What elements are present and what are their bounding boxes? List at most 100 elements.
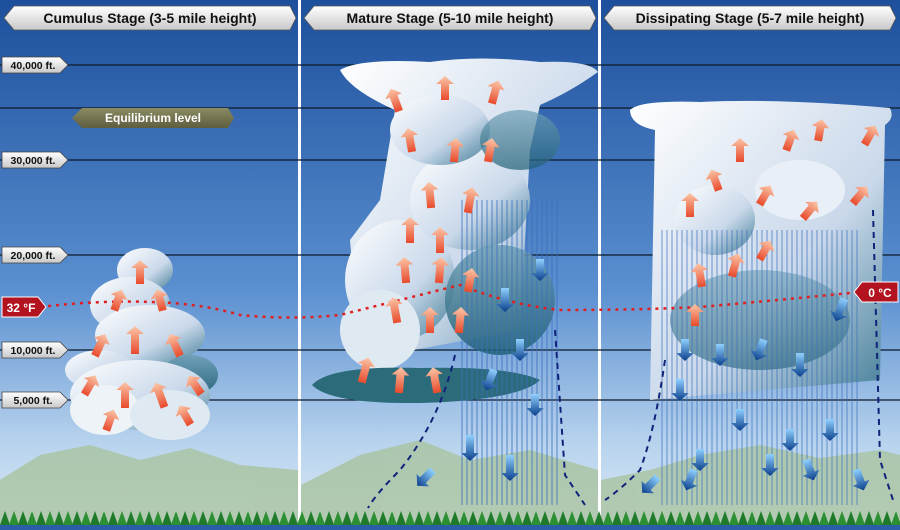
updraft-arrow — [420, 182, 439, 209]
downdraft-arrow — [821, 419, 839, 441]
updraft-arrow — [395, 257, 414, 284]
updraft-arrow — [401, 217, 419, 243]
updraft-arrow — [81, 375, 100, 397]
downdraft-arrow — [791, 353, 809, 377]
cumulus-stage-title: Cumulus Stage (3-5 mile height) — [43, 10, 256, 26]
altitude-label: 5,000 ft. — [13, 395, 52, 407]
updraft-arrow — [425, 367, 443, 394]
downdraft-arrow — [526, 394, 544, 416]
updraft-arrow — [150, 382, 169, 409]
updraft-arrow — [400, 128, 418, 153]
downdraft-arrow — [761, 454, 779, 476]
dissipating-cloud — [630, 100, 892, 505]
downdraft-arrow — [680, 468, 698, 491]
updraft-arrow — [811, 119, 830, 142]
freezing-fahrenheit-tag: 32 °F — [1, 296, 47, 318]
mature-stage-title: Mature Stage (5-10 mile height) — [347, 10, 554, 26]
altitude-tag: 20,000 ft. — [1, 246, 69, 264]
downdraft-arrow — [711, 344, 729, 366]
updraft-arrow — [861, 125, 880, 147]
downdraft-arrow — [416, 467, 436, 487]
altitude-tag: 40,000 ft. — [1, 56, 69, 74]
updraft-arrow — [186, 375, 205, 397]
updraft-arrow — [391, 367, 410, 394]
equilibrium-label: Equilibrium level — [105, 111, 201, 125]
downdraft-arrow — [731, 409, 749, 431]
downdraft-arrow — [511, 339, 529, 361]
tree-line — [0, 511, 900, 525]
updraft-arrow — [681, 193, 699, 217]
updraft-arrow — [436, 76, 454, 100]
downdraft-arrow — [691, 449, 709, 471]
equilibrium-level-tag: Equilibrium level — [72, 108, 234, 128]
downdraft-arrow — [501, 455, 519, 481]
downdraft-arrow — [671, 379, 689, 401]
cumulus-cloud — [65, 248, 218, 440]
updraft-arrow — [462, 268, 480, 293]
downdraft-arrow — [641, 474, 661, 494]
updraft-arrow — [126, 326, 144, 354]
altitude-label: 30,000 ft. — [11, 155, 56, 167]
updraft-arrow — [150, 289, 168, 312]
freezing-celsius-tag: 0 °C — [853, 281, 899, 303]
downdraft-arrow — [531, 259, 549, 281]
updraft-arrow — [175, 405, 194, 427]
updraft-arrow — [110, 289, 128, 312]
downdraft-outlines — [367, 209, 894, 509]
updraft-arrow — [451, 307, 470, 334]
updraft-arrow — [487, 80, 505, 105]
updraft-arrow — [102, 409, 120, 432]
dissipating-stage-title: Dissipating Stage (5-7 mile height) — [636, 10, 865, 26]
downdraft-arrows — [416, 259, 870, 494]
altitude-label: 20,000 ft. — [11, 250, 56, 262]
dissipating-rain-shaft — [660, 230, 860, 505]
updraft-arrow — [91, 334, 110, 358]
downdraft-arrow — [830, 297, 848, 322]
downdraft-arrow — [480, 368, 498, 391]
updraft-arrow — [731, 138, 749, 162]
downdraft-arrow — [676, 339, 694, 361]
updraft-arrow — [165, 334, 184, 358]
updraft-arrow — [705, 169, 723, 192]
updraft-arrow — [116, 382, 134, 408]
updraft-arrow — [782, 129, 800, 152]
downdraft-arrow — [750, 338, 768, 361]
updraft-arrow — [462, 187, 480, 214]
updraft-arrow — [727, 253, 745, 278]
updraft-arrows — [81, 76, 880, 432]
downdraft-arrow — [852, 468, 870, 491]
updraft-arrow — [357, 357, 375, 384]
altitude-tag: 10,000 ft. — [1, 341, 69, 359]
updraft-arrow — [431, 227, 449, 253]
altitude-label: 10,000 ft. — [11, 345, 56, 357]
panel-divider — [298, 0, 301, 525]
updraft-arrow — [756, 185, 775, 207]
updraft-arrow — [756, 240, 775, 262]
updraft-arrow — [482, 138, 500, 163]
downdraft-arrow — [461, 435, 479, 461]
updraft-arrow — [686, 304, 704, 326]
updraft-arrow — [446, 138, 465, 163]
panel-titles: Cumulus Stage (3-5 mile height) Mature S… — [3, 5, 897, 31]
updraft-arrow — [385, 297, 403, 324]
updraft-arrow — [385, 88, 403, 113]
freezing-celsius-label: 0 °C — [868, 286, 892, 300]
freezing-fahrenheit-label: 32 °F — [7, 301, 36, 315]
downdraft-arrow — [802, 458, 820, 481]
downdraft-arrow — [781, 429, 799, 451]
updraft-arrow — [131, 260, 149, 284]
updraft-arrow — [849, 186, 869, 206]
altitude-tag: 5,000 ft. — [1, 391, 69, 409]
downdraft-arrow — [496, 288, 514, 312]
altitude-label: 40,000 ft. — [11, 60, 56, 72]
updraft-arrow — [799, 201, 819, 221]
updraft-arrow — [431, 257, 450, 284]
panel-divider — [598, 0, 601, 525]
updraft-arrow — [690, 263, 708, 288]
altitude-tags: 40,000 ft. 30,000 ft. 20,000 ft. 10,000 ft.… — [1, 56, 69, 409]
freezing-level-line — [39, 283, 861, 319]
altitude-tag: 30,000 ft. — [1, 151, 69, 169]
updraft-arrow — [421, 307, 439, 333]
